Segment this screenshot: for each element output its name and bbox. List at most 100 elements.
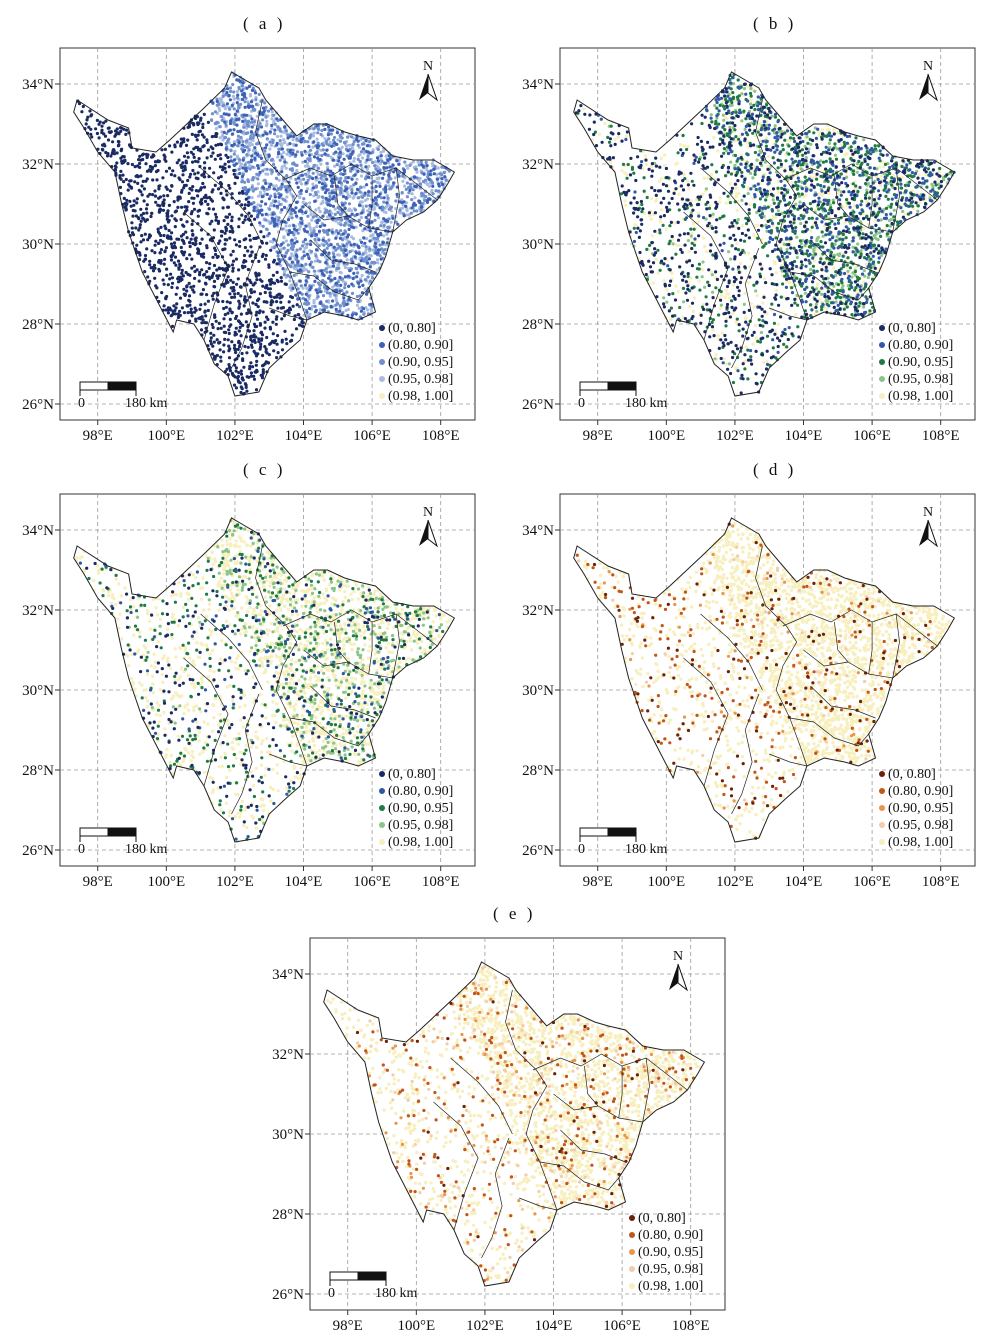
station-point <box>120 148 123 151</box>
station-point <box>650 197 653 200</box>
station-point <box>361 156 364 159</box>
station-point <box>256 215 259 218</box>
station-point <box>318 230 321 233</box>
station-point <box>198 280 201 283</box>
station-point <box>272 349 275 352</box>
station-point <box>212 326 215 329</box>
station-point <box>255 303 258 306</box>
station-point <box>853 204 856 207</box>
station-point <box>288 229 291 232</box>
station-point <box>288 224 291 227</box>
station-point <box>141 158 144 161</box>
station-point <box>237 135 240 138</box>
station-point <box>411 206 414 209</box>
station-point <box>225 124 228 127</box>
station-point <box>113 149 116 152</box>
station-point <box>686 179 689 182</box>
station-point <box>305 246 308 249</box>
station-point <box>432 168 435 171</box>
station-point <box>348 298 351 301</box>
station-point <box>326 162 329 165</box>
station-point <box>265 254 268 257</box>
station-point <box>131 163 134 166</box>
station-point <box>264 362 267 365</box>
station-point <box>293 242 296 245</box>
station-point <box>370 234 373 237</box>
station-point <box>162 194 165 197</box>
station-point <box>266 168 269 171</box>
station-point <box>228 108 231 111</box>
station-point <box>374 230 377 233</box>
station-point <box>385 155 388 158</box>
station-point <box>361 244 364 247</box>
y-tick-label: 26°N <box>522 397 554 413</box>
station-point <box>160 248 163 251</box>
station-point <box>230 340 233 343</box>
station-point <box>175 293 178 296</box>
station-point <box>249 141 252 144</box>
station-point <box>727 250 730 253</box>
station-point <box>166 194 169 197</box>
station-point <box>197 215 200 218</box>
station-point <box>314 208 317 211</box>
station-point <box>250 288 253 291</box>
station-point <box>357 300 360 303</box>
station-point <box>315 309 318 312</box>
station-point <box>154 240 157 243</box>
station-point <box>362 236 365 239</box>
panel-title: ( b ) <box>753 14 796 34</box>
station-point <box>325 300 328 303</box>
station-point <box>798 201 801 204</box>
station-point <box>384 186 387 189</box>
station-point <box>247 204 250 207</box>
station-point <box>216 338 219 341</box>
station-point <box>329 170 332 173</box>
station-point <box>403 169 406 172</box>
station-point <box>334 151 337 154</box>
station-point <box>256 164 259 167</box>
station-point <box>171 246 174 249</box>
station-point <box>212 298 215 301</box>
station-point <box>235 162 238 165</box>
station-point <box>247 105 250 108</box>
station-point <box>403 214 406 217</box>
station-point <box>366 197 369 200</box>
station-point <box>235 333 238 336</box>
station-point <box>332 205 335 208</box>
station-point <box>166 212 169 215</box>
station-point <box>751 176 754 179</box>
station-point <box>292 135 295 138</box>
station-point <box>426 183 429 186</box>
station-point <box>744 128 747 131</box>
station-point <box>164 148 167 151</box>
station-point <box>251 186 254 189</box>
station-point <box>276 271 279 274</box>
station-point <box>265 316 268 319</box>
station-point <box>291 261 294 264</box>
station-point <box>328 213 331 216</box>
station-point <box>383 224 386 227</box>
station-point <box>257 340 260 343</box>
station-point <box>192 291 195 294</box>
station-point <box>304 225 307 228</box>
station-point <box>693 296 696 299</box>
station-point <box>356 170 359 173</box>
station-point <box>338 156 341 159</box>
station-point <box>214 110 217 113</box>
station-point <box>177 159 180 162</box>
station-point <box>206 141 209 144</box>
station-point <box>86 116 89 119</box>
station-point <box>247 268 250 271</box>
station-point <box>191 161 194 164</box>
station-point <box>241 190 244 193</box>
station-point <box>260 125 263 128</box>
station-point <box>204 314 207 317</box>
station-point <box>304 173 307 176</box>
station-point <box>88 109 91 112</box>
station-point <box>300 284 303 287</box>
station-point <box>377 148 380 151</box>
station-point <box>374 246 377 249</box>
station-point <box>337 147 340 150</box>
station-point <box>318 284 321 287</box>
station-point <box>281 147 284 150</box>
